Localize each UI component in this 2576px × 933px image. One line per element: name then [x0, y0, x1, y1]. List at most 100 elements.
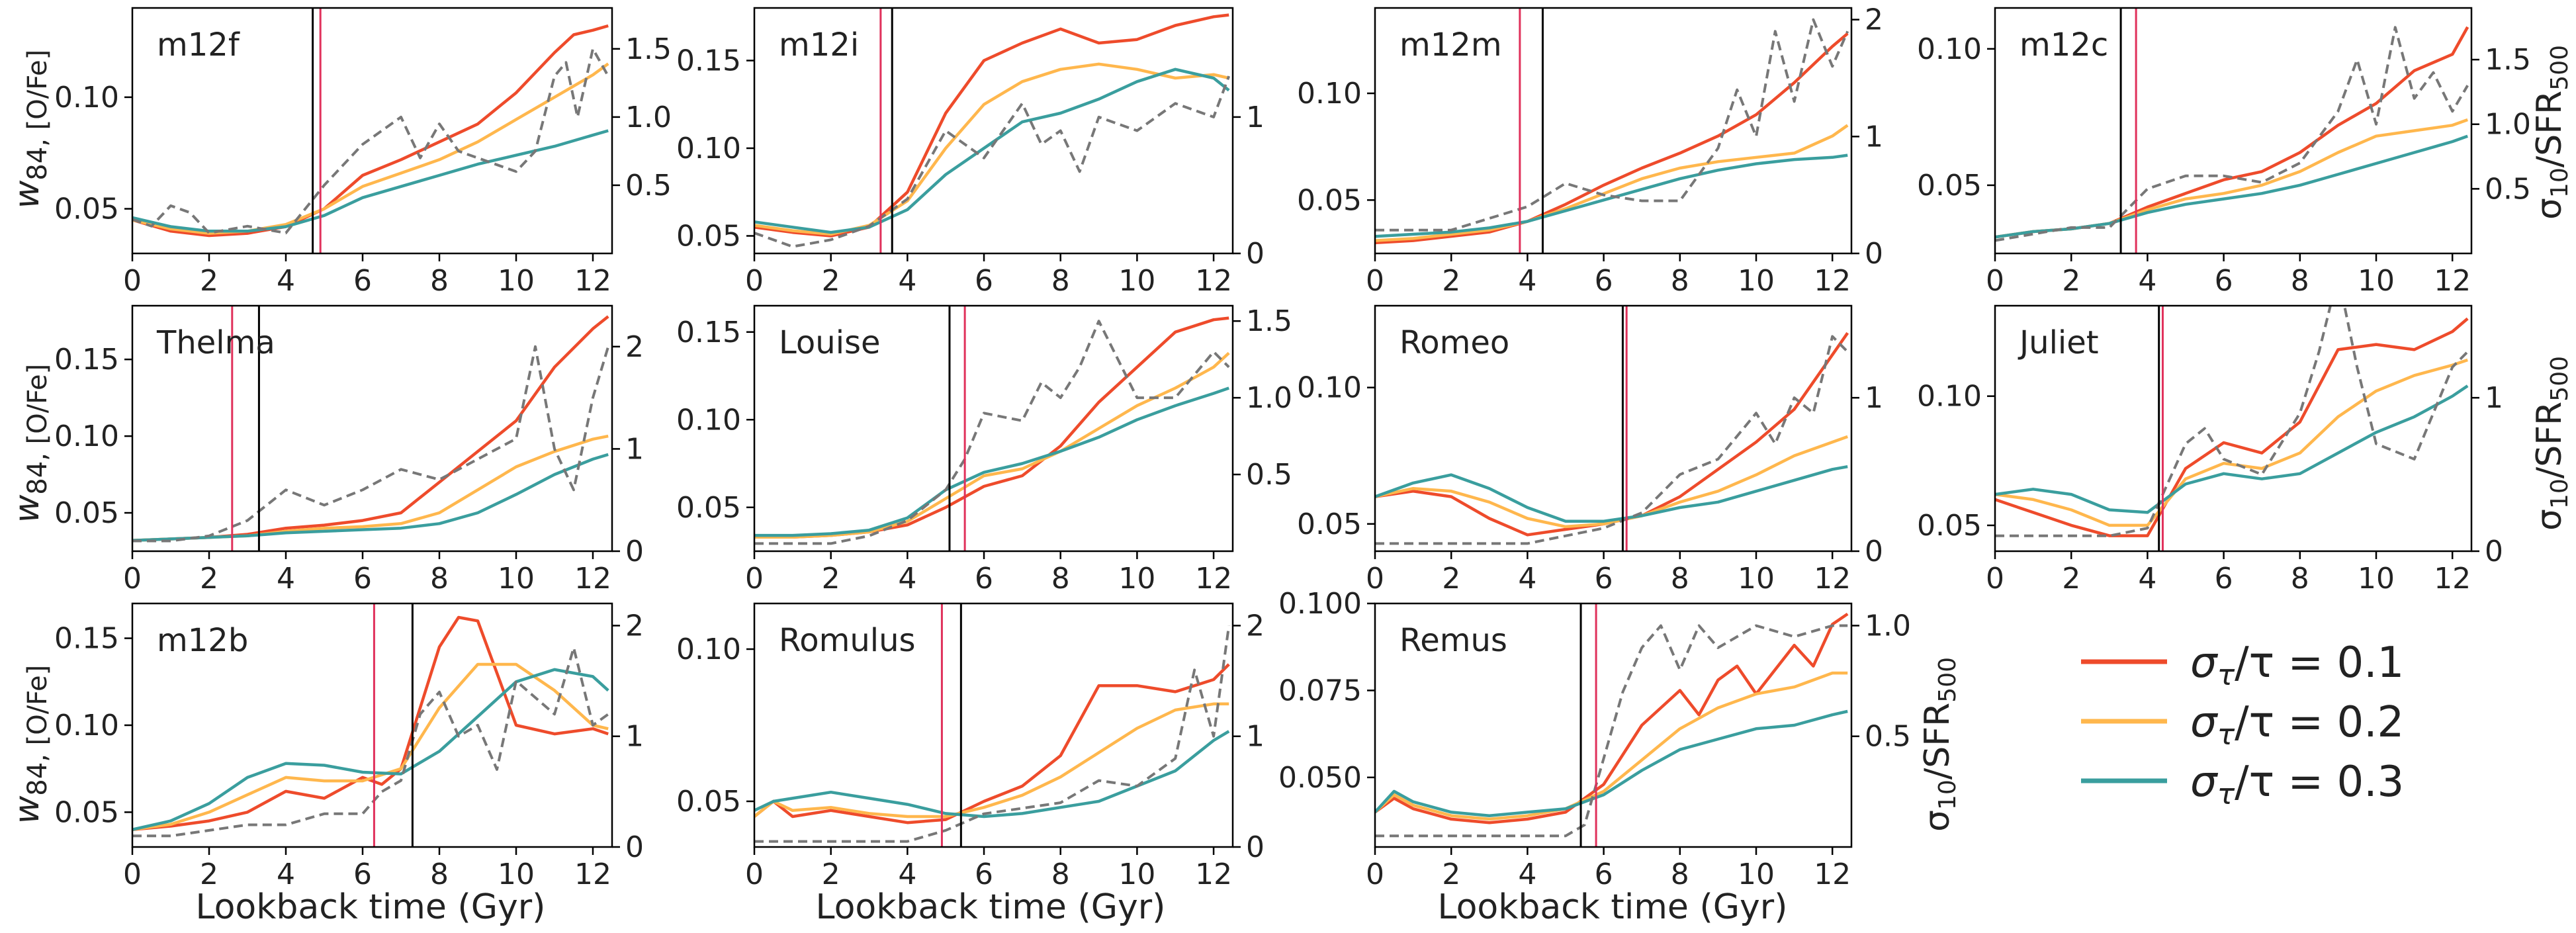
xtick-label: 4	[2138, 562, 2156, 596]
xtick-label: 10	[1118, 264, 1155, 298]
y2tick-label: 0	[2485, 535, 2503, 568]
xtick-label: 6	[975, 858, 993, 891]
y2tick-label: 0.5	[2485, 172, 2531, 206]
xtick-label: 12	[2434, 264, 2471, 298]
plot-area-m12c	[1995, 26, 2469, 242]
xtick-label: 12	[574, 858, 611, 891]
legend-label-sigma-0-2: στ/τ = 0.2	[2190, 698, 2404, 752]
plot-area-m12i	[754, 13, 1231, 248]
xtick-label: 6	[975, 562, 993, 596]
y2tick-label: 1.5	[1246, 304, 1292, 338]
panel-title-remus: Remus	[1399, 622, 1507, 659]
xtick-label: 6	[353, 264, 372, 298]
ylabel-right-row-2: σ10/SFR500	[2530, 356, 2573, 531]
xtick-label: 12	[1195, 264, 1232, 298]
xtick-label: 2	[1442, 858, 1460, 891]
xtick-label: 2	[2062, 264, 2080, 298]
y2tick-label: 0	[625, 535, 644, 568]
ytick-label: 0.10	[54, 420, 119, 453]
series-sfr-m12m	[1375, 18, 1849, 232]
xtick-label: 4	[1518, 562, 1536, 596]
xtick-label: 4	[1518, 858, 1536, 891]
legend-label-sigma-0-1: στ/τ = 0.1	[2190, 639, 2404, 692]
xtick-label: 12	[1814, 264, 1851, 298]
series-sfr-louise	[754, 320, 1230, 545]
xtick-label: 4	[898, 562, 916, 596]
series-sfr-juliet	[1995, 306, 2469, 537]
xtick-label: 10	[1118, 858, 1155, 891]
series-sigma-0-3-romulus	[754, 730, 1230, 819]
panel-title-romeo: Romeo	[1399, 324, 1509, 361]
series-sigma-0-1-m12b	[132, 615, 609, 831]
y2tick-label: 1.0	[1865, 609, 1911, 643]
series-sigma-0-2-m12b	[132, 662, 609, 831]
xtick-label: 10	[498, 562, 535, 596]
plot-area-m12b	[132, 615, 609, 838]
axes-frame-louise	[753, 304, 1234, 553]
series-sigma-0-1-romeo	[1375, 332, 1849, 537]
y2tick-label: 1	[625, 432, 644, 466]
ytick-label: 0.10	[1917, 32, 1982, 66]
xtick-label: 4	[898, 264, 916, 298]
svg-text:σ10/SFR500: σ10/SFR500	[2530, 356, 2573, 531]
series-sfr-romeo	[1375, 335, 1849, 545]
xtick-label: 6	[1595, 264, 1613, 298]
xtick-label: 10	[498, 858, 535, 891]
y2tick-label: 0.5	[1865, 720, 1911, 754]
series-sigma-0-3-remus	[1375, 709, 1848, 817]
xtick-label: 12	[574, 264, 611, 298]
series-sigma-0-2-thelma	[132, 434, 609, 543]
y2tick-label: 1	[1865, 381, 1883, 415]
ytick-label: 0.05	[1297, 183, 1362, 217]
series-sigma-0-2-juliet	[1995, 358, 2468, 527]
xtick-label: 6	[1595, 562, 1613, 596]
series-sfr-thelma	[132, 345, 610, 543]
xtick-label: 4	[898, 858, 916, 891]
xtick-label: 2	[200, 562, 218, 596]
xtick-label: 8	[430, 562, 449, 596]
xtick-label: 4	[277, 858, 295, 891]
panel-louise: 0 2 4 6 8 10 12 0.05 0.10 0.15 0.5 1.0 1.5 Louise	[676, 304, 1292, 596]
ytick-label: 0.05	[54, 193, 119, 226]
y2tick-label: 2	[1865, 3, 1883, 37]
ytick-label: 0.10	[54, 709, 119, 742]
panel-m12c: 0 2 4 6 8 10 12 0.05 0.10 0.5 1.0 1.5 m12c	[1917, 7, 2531, 298]
axes-frame-romeo	[1374, 304, 1853, 553]
series-sigma-0-1-juliet	[1995, 317, 2469, 537]
xtick-label: 2	[822, 858, 840, 891]
series-sigma-0-2-romeo	[1375, 435, 1848, 529]
ytick-label: 0.05	[676, 785, 741, 819]
ytick-label: 0.10	[676, 403, 741, 437]
y2tick-label: 1.5	[625, 32, 672, 66]
xtick-label: 0	[1986, 264, 2004, 298]
xtick-label: 12	[2434, 562, 2471, 596]
ytick-label: 0.15	[676, 44, 741, 78]
xtick-label: 10	[2358, 264, 2395, 298]
panel-title-m12b: m12b	[157, 622, 248, 659]
ylabel-right-row-3: σ10/SFR500	[1918, 657, 1961, 832]
panel-title-m12m: m12m	[1399, 26, 1502, 64]
xtick-label: 8	[1051, 858, 1070, 891]
y2tick-label: 2	[625, 609, 644, 643]
ytick-label: 0.10	[1297, 371, 1362, 405]
legend-entry-sigma-0-3: στ/τ = 0.3	[2081, 758, 2404, 811]
xtick-label: 4	[2138, 264, 2156, 298]
ylabel-left-row-2: w84, [O/Fe]	[7, 364, 53, 523]
axes-frame-m12c	[1994, 7, 2473, 255]
xtick-label: 6	[2215, 264, 2233, 298]
xlabel-col-2: Lookback time (Gyr)	[816, 887, 1166, 927]
series-sigma-0-1-m12m	[1375, 32, 1849, 245]
series-sigma-0-3-louise	[754, 386, 1229, 537]
series-sigma-0-1-m12i	[754, 13, 1229, 238]
xtick-label: 4	[277, 264, 295, 298]
ytick-label: 0.10	[1917, 380, 1982, 414]
plot-area-romeo	[1375, 332, 1849, 545]
y2tick-label: 0	[625, 830, 644, 864]
xtick-label: 6	[353, 562, 372, 596]
xtick-label: 6	[353, 858, 372, 891]
ylabel-left-row-3: w84, [O/Fe]	[7, 665, 53, 824]
svg-text:σ10/SFR500: σ10/SFR500	[2530, 45, 2573, 220]
series-sigma-0-2-remus	[1375, 671, 1848, 821]
